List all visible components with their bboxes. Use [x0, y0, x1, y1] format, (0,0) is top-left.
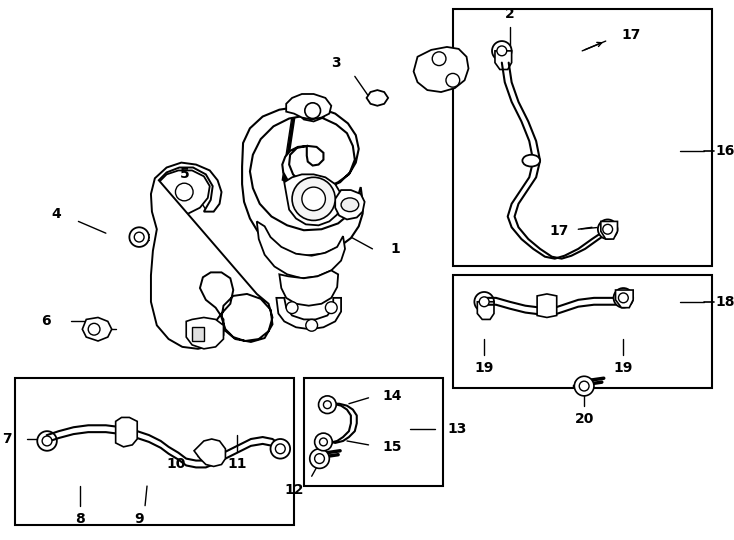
Text: 8: 8 [76, 512, 85, 526]
Text: 18: 18 [716, 295, 734, 309]
Circle shape [603, 224, 613, 234]
Polygon shape [601, 221, 617, 239]
Text: 1: 1 [390, 242, 400, 256]
Polygon shape [280, 271, 338, 306]
Circle shape [271, 439, 290, 458]
Circle shape [579, 381, 589, 391]
Text: 4: 4 [51, 207, 61, 220]
Circle shape [492, 41, 512, 60]
Circle shape [88, 323, 100, 335]
Circle shape [286, 302, 298, 314]
Circle shape [129, 227, 149, 247]
Circle shape [305, 103, 321, 118]
Circle shape [175, 183, 193, 201]
Circle shape [325, 302, 337, 314]
Circle shape [302, 187, 325, 211]
Circle shape [324, 401, 331, 409]
Polygon shape [495, 51, 512, 70]
Text: 17: 17 [549, 224, 568, 238]
Text: 14: 14 [382, 389, 401, 403]
Circle shape [479, 297, 489, 307]
Polygon shape [186, 318, 223, 349]
Circle shape [306, 320, 318, 331]
Text: 19: 19 [614, 361, 633, 375]
Polygon shape [277, 298, 341, 329]
Text: 20: 20 [575, 413, 594, 427]
Text: 3: 3 [332, 56, 341, 70]
Circle shape [134, 232, 144, 242]
Text: 17: 17 [622, 28, 641, 42]
Text: 11: 11 [228, 457, 247, 471]
Text: 12: 12 [284, 483, 304, 497]
Polygon shape [335, 190, 365, 219]
Text: 15: 15 [382, 440, 401, 454]
Text: 16: 16 [716, 144, 734, 158]
Circle shape [319, 396, 336, 414]
Bar [15, 378, 294, 525]
Text: 19: 19 [474, 361, 494, 375]
Polygon shape [366, 90, 388, 106]
Polygon shape [284, 174, 341, 225]
Text: 2: 2 [505, 6, 515, 21]
Polygon shape [286, 94, 331, 119]
Circle shape [310, 449, 330, 468]
Circle shape [598, 219, 617, 239]
Circle shape [446, 73, 459, 87]
Circle shape [275, 444, 286, 454]
Circle shape [575, 376, 594, 396]
Polygon shape [616, 290, 633, 308]
Polygon shape [477, 302, 494, 320]
Circle shape [432, 52, 446, 65]
Text: 7: 7 [2, 432, 12, 446]
Text: 5: 5 [179, 167, 189, 181]
Circle shape [292, 177, 335, 220]
Bar [453, 9, 711, 266]
Bar [453, 275, 711, 388]
Text: 6: 6 [41, 314, 51, 328]
Circle shape [315, 454, 324, 463]
Polygon shape [537, 294, 556, 318]
Polygon shape [296, 100, 327, 122]
Circle shape [37, 431, 57, 451]
Circle shape [315, 433, 333, 451]
Ellipse shape [523, 155, 540, 166]
Circle shape [497, 46, 506, 56]
Polygon shape [151, 163, 272, 349]
Polygon shape [116, 417, 137, 447]
Polygon shape [242, 107, 363, 256]
Polygon shape [82, 318, 112, 341]
Circle shape [614, 288, 633, 308]
Text: 10: 10 [167, 457, 186, 471]
Polygon shape [194, 439, 225, 467]
Polygon shape [257, 221, 345, 278]
Bar [304, 378, 443, 486]
Circle shape [319, 438, 327, 446]
Ellipse shape [341, 198, 359, 212]
Polygon shape [159, 171, 210, 214]
Polygon shape [192, 327, 204, 341]
Polygon shape [414, 47, 468, 92]
Circle shape [42, 436, 52, 446]
Circle shape [474, 292, 494, 312]
Text: 13: 13 [447, 422, 466, 436]
Text: 9: 9 [134, 512, 144, 526]
Circle shape [619, 293, 628, 303]
